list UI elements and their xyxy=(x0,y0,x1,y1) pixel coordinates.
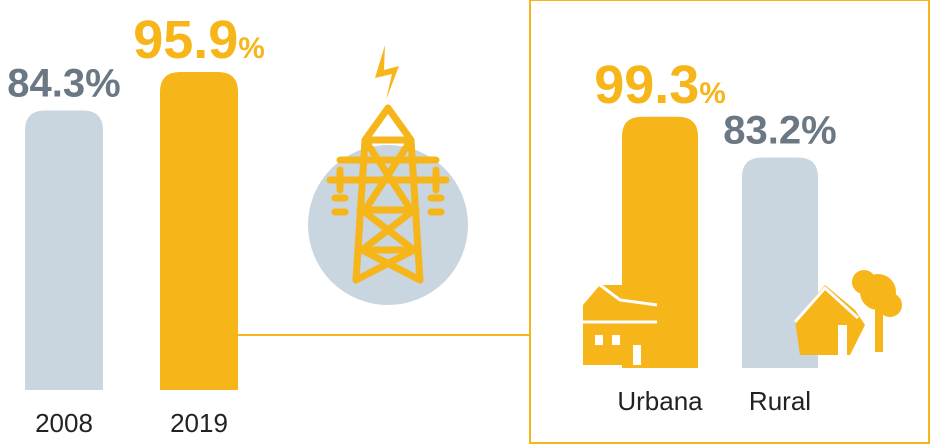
tower-icon xyxy=(308,45,468,305)
building-icon xyxy=(583,283,658,365)
category-label: Urbana xyxy=(617,386,703,416)
category-label: 2019 xyxy=(170,408,228,438)
house-icon xyxy=(793,270,902,355)
value-label: 95.9% xyxy=(133,10,265,70)
value-label: 83.2% xyxy=(723,109,836,153)
value-label: 84.3% xyxy=(7,61,120,105)
value-label: 99.3% xyxy=(594,55,726,115)
frame xyxy=(529,0,930,444)
category-label: Rural xyxy=(749,386,811,416)
bar xyxy=(25,110,103,391)
category-label: 2008 xyxy=(35,408,93,438)
bar xyxy=(160,71,238,390)
